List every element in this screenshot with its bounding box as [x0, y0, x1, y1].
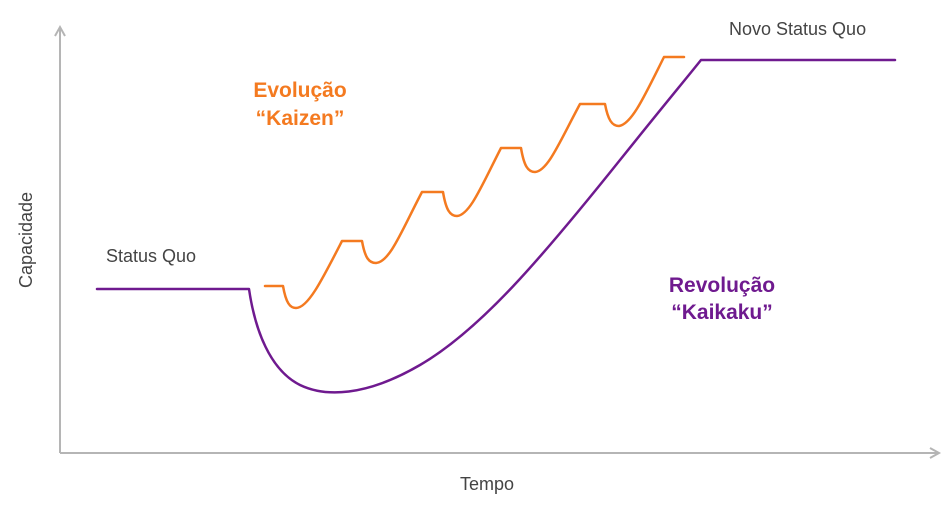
kaizen-label-line1: Evolução [253, 79, 346, 102]
kaikaku-curve [95, 58, 897, 394]
y-axis-arrow [54, 24, 66, 37]
axes [54, 24, 942, 459]
kaizen-curve [263, 55, 686, 310]
kaizen-label-line2: “Kaizen” [256, 107, 345, 130]
novo-status-quo-label: Novo Status Quo [729, 19, 866, 39]
kaikaku-label-line1: Revolução [669, 274, 775, 297]
x-axis-arrow [929, 447, 942, 459]
x-axis-label: Tempo [460, 474, 514, 494]
kaikaku-label-line2: “Kaikaku” [671, 301, 773, 324]
y-axis-label: Capacidade [16, 192, 36, 288]
status-quo-label: Status Quo [106, 246, 196, 266]
